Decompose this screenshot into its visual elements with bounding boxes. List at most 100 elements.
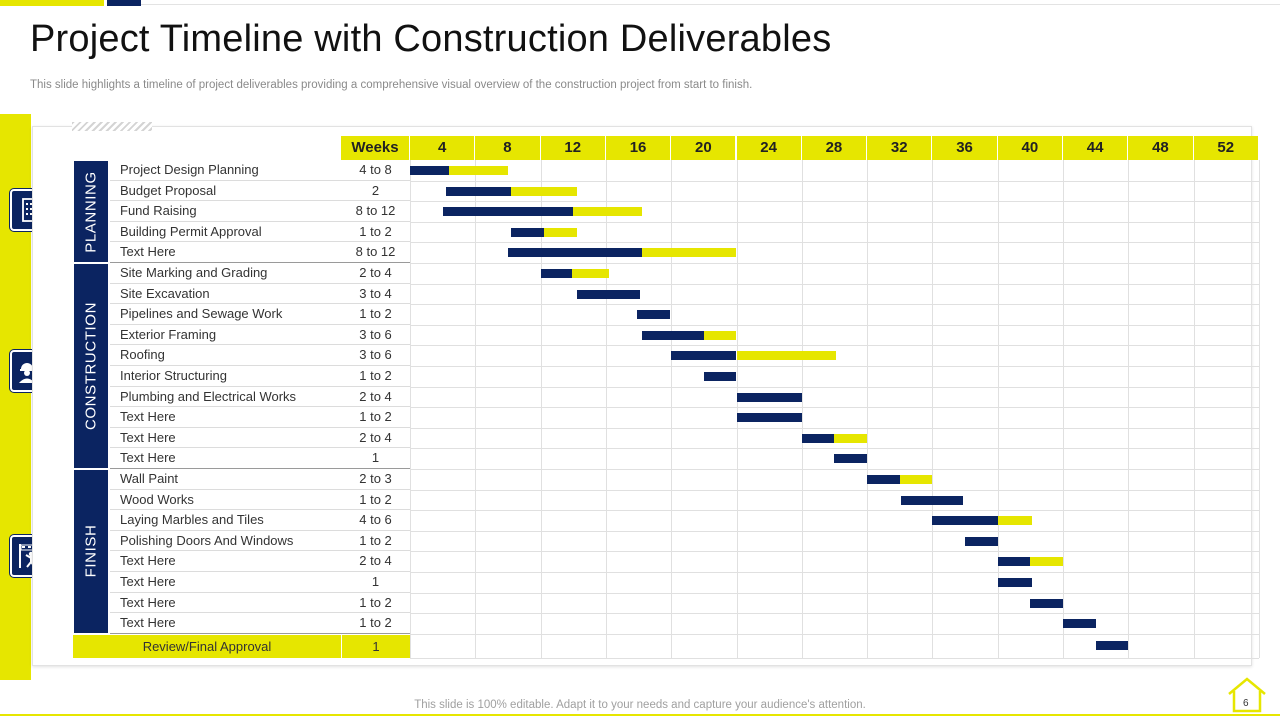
decorative-hatch <box>72 122 152 131</box>
task-duration: 1 <box>341 448 410 469</box>
weeks-header-label: Weeks <box>341 136 410 160</box>
grid-line-horizontal <box>410 592 1259 594</box>
gantt-bar-completed <box>1095 641 1129 650</box>
week-tick-label: 20 <box>671 136 737 160</box>
task-duration: 1 to 2 <box>341 490 410 511</box>
gantt-bar-completed <box>511 227 544 237</box>
task-duration: 2 to 4 <box>341 387 410 408</box>
gantt-bar-completed <box>1030 598 1063 608</box>
category-finish: FINISH <box>73 469 109 634</box>
week-tick-label: 32 <box>867 136 933 160</box>
task-name: Polishing Doors And Windows <box>110 531 341 552</box>
task-duration: 2 to 4 <box>341 263 410 284</box>
task-name: Plumbing and Electrical Works <box>110 387 341 408</box>
grid-line-vertical <box>605 160 607 658</box>
gantt-bar-completed <box>703 372 737 381</box>
gantt-bar-completed <box>671 351 737 361</box>
task-name: Site Excavation <box>110 284 341 305</box>
category-label: FINISH <box>82 525 100 578</box>
gantt-bar-remaining <box>834 433 868 443</box>
grid-line-horizontal <box>410 283 1259 285</box>
gantt-bar-remaining <box>703 330 737 340</box>
task-name: Text Here <box>110 407 341 428</box>
grid-line-horizontal <box>410 510 1259 512</box>
task-name: Text Here <box>110 242 341 263</box>
task-duration: 1 to 2 <box>341 304 410 325</box>
task-name: Pipelines and Sewage Work <box>110 304 341 325</box>
task-duration: 1 <box>341 572 410 593</box>
gantt-bar-remaining <box>899 475 933 484</box>
top-divider <box>141 4 1280 5</box>
grid-line-horizontal <box>410 366 1259 367</box>
gantt-bar-completed <box>1063 619 1096 629</box>
task-duration: 1 to 2 <box>341 593 410 614</box>
week-tick-label: 40 <box>997 136 1063 160</box>
task-duration: 2 to 4 <box>341 428 410 449</box>
task-name: Text Here <box>110 448 341 469</box>
task-name: Project Design Planning <box>110 160 341 181</box>
gantt-bar-remaining <box>449 166 508 175</box>
gantt-bar-completed <box>442 207 574 217</box>
category-construction: CONSTRUCTION <box>73 263 109 469</box>
grid-line-horizontal <box>410 201 1259 203</box>
gantt-bar-remaining <box>571 269 610 278</box>
task-duration: 3 to 6 <box>341 345 410 366</box>
top-accent-navy <box>107 0 141 6</box>
grid-line-vertical <box>1128 160 1130 658</box>
grid-line-horizontal <box>410 345 1259 347</box>
grid-line-vertical <box>1258 160 1260 658</box>
gantt-bar-completed <box>965 536 998 546</box>
week-tick-label: 4 <box>410 136 476 160</box>
task-duration: 1 to 2 <box>341 407 410 428</box>
gantt-bar-remaining <box>543 227 577 237</box>
week-tick-label: 44 <box>1063 136 1129 160</box>
category-label: PLANNING <box>82 170 100 253</box>
week-tick-label: 48 <box>1128 136 1194 160</box>
task-name: Laying Marbles and Tiles <box>110 510 341 531</box>
week-tick-label: 12 <box>540 136 606 160</box>
grid-line-horizontal <box>410 407 1259 409</box>
home-icon[interactable] <box>1227 677 1267 713</box>
grid-line-vertical <box>932 160 934 658</box>
grid-line-horizontal <box>410 242 1259 244</box>
grid-line-vertical <box>410 160 411 658</box>
task-duration: 8 to 12 <box>341 201 410 222</box>
gantt-bar-completed <box>540 269 572 278</box>
grid-line-horizontal <box>410 551 1259 553</box>
gantt-bar-remaining <box>1030 557 1063 567</box>
gantt-bar-completed <box>410 166 450 175</box>
gantt-bar-completed <box>576 289 641 299</box>
task-duration: 8 to 12 <box>341 242 410 263</box>
gantt-bar-completed <box>867 475 900 484</box>
week-tick-label: 36 <box>932 136 998 160</box>
gantt-bar-completed <box>801 433 835 443</box>
gantt-bar-completed <box>997 578 1032 587</box>
task-duration: 1 to 2 <box>341 613 410 634</box>
gantt-bar-remaining <box>997 516 1032 526</box>
week-tick-label: 28 <box>801 136 868 160</box>
task-name: Site Marking and Grading <box>110 263 341 284</box>
grid-line-horizontal <box>410 489 1259 491</box>
week-tick-label: 52 <box>1193 136 1259 160</box>
gantt-bar-completed <box>641 330 704 340</box>
task-duration: 4 to 8 <box>341 160 410 181</box>
gantt-bar-remaining <box>511 186 577 196</box>
gantt-bar-completed <box>932 516 998 526</box>
task-duration: 2 <box>341 181 410 202</box>
gantt-bar-completed <box>736 413 802 423</box>
task-duration: 4 to 6 <box>341 510 410 531</box>
grid-line-horizontal <box>410 427 1259 429</box>
task-duration: 3 to 6 <box>341 325 410 346</box>
page-number: 6 <box>1243 698 1249 709</box>
grid-line-vertical <box>801 160 803 658</box>
week-tick-label: 8 <box>475 136 541 160</box>
task-name: Building Permit Approval <box>110 222 341 243</box>
task-name: Fund Raising <box>110 201 341 222</box>
task-name: Budget Proposal <box>110 181 341 202</box>
grid-line-horizontal <box>410 530 1259 532</box>
gantt-bar-completed <box>445 186 512 196</box>
grid-line-horizontal <box>410 180 1259 182</box>
gantt-bar-completed <box>901 495 964 505</box>
grid-line-vertical <box>671 160 673 658</box>
task-name: Wall Paint <box>110 469 341 490</box>
